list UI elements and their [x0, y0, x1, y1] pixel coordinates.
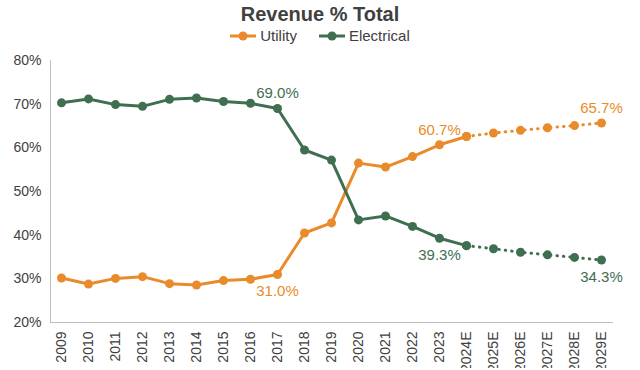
- svg-text:2016: 2016: [242, 331, 258, 362]
- svg-text:2018: 2018: [296, 331, 312, 362]
- svg-text:31.0%: 31.0%: [256, 282, 299, 299]
- svg-text:39.3%: 39.3%: [418, 246, 461, 263]
- svg-text:2014: 2014: [188, 331, 204, 362]
- svg-text:80%: 80%: [13, 52, 41, 68]
- svg-text:2028E: 2028E: [566, 332, 582, 369]
- html-text:Utility: Utility: [260, 27, 297, 44]
- svg-text:20%: 20%: [13, 314, 41, 330]
- svg-text:2012: 2012: [134, 331, 150, 362]
- svg-text:2029E: 2029E: [593, 332, 609, 369]
- svg-text:34.3%: 34.3%: [580, 268, 623, 285]
- svg-text:2011: 2011: [107, 331, 123, 361]
- html-text:Revenue % Total: Revenue % Total: [240, 3, 400, 25]
- svg-text:2010: 2010: [80, 331, 96, 362]
- svg-text:2023: 2023: [431, 331, 447, 362]
- svg-text:60.7%: 60.7%: [418, 121, 461, 138]
- svg-text:2017: 2017: [269, 331, 285, 362]
- svg-text:60%: 60%: [13, 139, 41, 155]
- svg-text:2020: 2020: [350, 331, 366, 362]
- svg-text:2009: 2009: [53, 331, 69, 362]
- html-text:Electrical: Electrical: [348, 27, 410, 44]
- svg-text:30%: 30%: [13, 270, 41, 286]
- svg-text:69.0%: 69.0%: [256, 84, 299, 101]
- svg-text:2013: 2013: [161, 331, 177, 362]
- svg-text:40%: 40%: [13, 227, 41, 243]
- svg-text:65.7%: 65.7%: [580, 99, 623, 116]
- svg-text:2019: 2019: [323, 331, 339, 362]
- svg-text:70%: 70%: [13, 96, 41, 112]
- svg-text:2024E: 2024E: [458, 332, 474, 369]
- svg-text:2025E: 2025E: [485, 332, 501, 369]
- svg-text:2015: 2015: [215, 331, 231, 362]
- svg-text:2026E: 2026E: [512, 332, 528, 369]
- svg-text:2021: 2021: [377, 331, 393, 362]
- svg-text:2027E: 2027E: [539, 332, 555, 369]
- svg-text:2022: 2022: [404, 331, 420, 362]
- svg-text:50%: 50%: [13, 183, 41, 199]
